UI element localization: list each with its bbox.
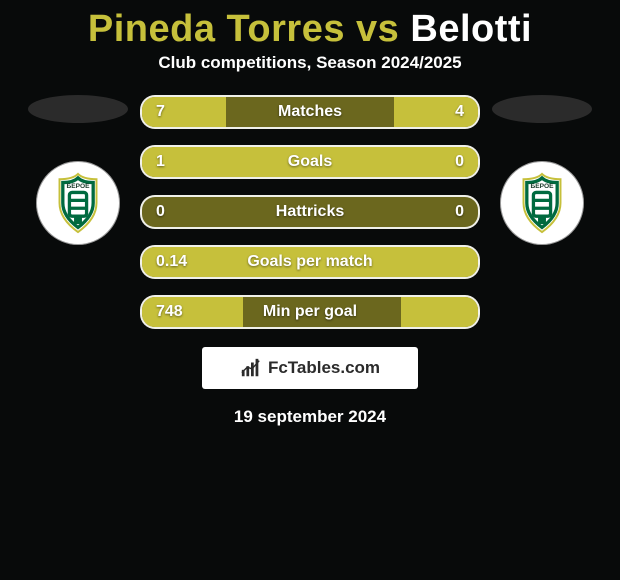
stat-row: 1 0 Goals — [140, 145, 480, 179]
value-a: 748 — [156, 303, 183, 321]
shield-icon: БEPOE — [509, 170, 575, 236]
value-a: 0 — [156, 203, 165, 221]
stat-label: Matches — [278, 103, 342, 121]
bar-fill-a — [142, 97, 226, 127]
side-b: БEPOE — [492, 95, 592, 245]
attribution-card: FcTables.com — [202, 347, 418, 389]
player-a-name: Pineda Torres — [88, 8, 345, 50]
bar-fill-b — [401, 147, 478, 177]
attribution-text: FcTables.com — [268, 358, 380, 378]
bar-fill-b — [401, 297, 478, 327]
side-a: БEPOE — [28, 95, 128, 245]
avatar-placeholder-b — [492, 95, 592, 123]
stat-row: 748 Min per goal — [140, 295, 480, 329]
stat-row: 7 4 Matches — [140, 95, 480, 129]
value-b: 0 — [455, 203, 464, 221]
vs-label: vs — [356, 8, 399, 50]
avatar-placeholder-a — [28, 95, 128, 123]
player-b-name: Belotti — [410, 8, 532, 50]
comparison-panel: БEPOE 7 4 Matches 1 0 Goals 0 0 Hattricks 0.14 Goa… — [0, 95, 620, 329]
svg-text:БEPOE: БEPOE — [530, 183, 554, 190]
value-a: 0.14 — [156, 253, 187, 271]
bar-fill-b — [401, 247, 478, 277]
value-b: 4 — [455, 103, 464, 121]
bar-chart-icon — [240, 357, 262, 379]
value-b: 0 — [455, 153, 464, 171]
page-title: Pineda Torres vs Belotti — [0, 8, 620, 51]
stat-row: 0 0 Hattricks — [140, 195, 480, 229]
stat-label: Goals — [288, 153, 332, 171]
stat-row: 0.14 Goals per match — [140, 245, 480, 279]
shield-icon: БEPOE — [45, 170, 111, 236]
stat-label: Min per goal — [263, 303, 357, 321]
club-badge-b: БEPOE — [500, 161, 584, 245]
date-text: 19 september 2024 — [0, 407, 620, 427]
stat-label: Hattricks — [276, 203, 344, 221]
bar-fill-b — [394, 97, 478, 127]
value-a: 1 — [156, 153, 165, 171]
stat-rows: 7 4 Matches 1 0 Goals 0 0 Hattricks 0.14 Goals per… — [140, 95, 480, 329]
stat-label: Goals per match — [247, 253, 372, 271]
value-a: 7 — [156, 103, 165, 121]
bar-fill-a — [142, 147, 401, 177]
svg-text:БEPOE: БEPOE — [66, 183, 90, 190]
subtitle: Club competitions, Season 2024/2025 — [0, 53, 620, 73]
club-badge-a: БEPOE — [36, 161, 120, 245]
